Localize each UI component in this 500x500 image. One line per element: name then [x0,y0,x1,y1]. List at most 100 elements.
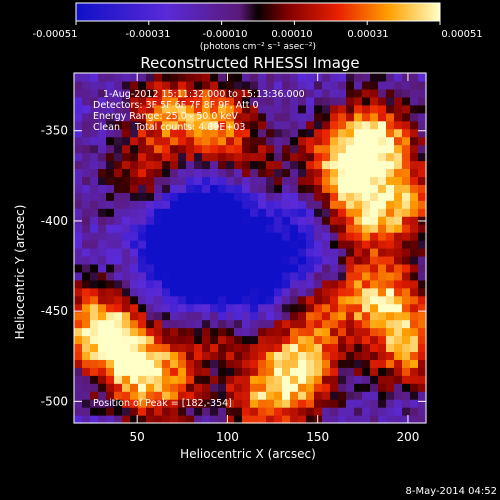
heatmap-cell [266,120,275,130]
heatmap-cell [410,192,419,201]
heatmap-cell [258,271,267,281]
heatmap-cell [106,224,115,233]
heatmap-cell [378,351,387,360]
heatmap-cell [98,128,107,138]
heatmap-cell [138,184,147,193]
heatmap-cell [378,359,387,368]
heatmap-cell [90,144,99,154]
heatmap-cell [106,200,115,209]
heatmap-cell [298,351,307,360]
heatmap-cell [218,287,227,297]
heatmap-cell [258,311,267,321]
heatmap-cell [274,144,283,154]
heatmap-cell [314,248,323,257]
heatmap-cell [226,263,235,273]
heatmap-cell [386,271,395,281]
heatmap-cell [130,224,139,233]
heatmap-cell [218,128,227,138]
heatmap-cell [226,415,235,424]
heatmap-cell [290,168,299,177]
heatmap-cell [386,303,395,313]
heatmap-cell [202,120,211,130]
heatmap-cell [386,248,395,257]
heatmap-cell [82,168,91,177]
heatmap-cell [194,271,203,281]
heatmap-cell [82,128,91,138]
heatmap-cell [258,359,267,368]
heatmap-cell [218,303,227,313]
heatmap-cell [346,120,355,130]
heatmap-cell [410,271,419,281]
heatmap-cell [186,144,195,154]
heatmap-cell [170,200,179,209]
heatmap-cell [410,359,419,368]
heatmap-cell [314,192,323,201]
heatmap-cell [402,255,411,265]
heatmap-cell [298,255,307,265]
heatmap-cell [274,287,283,297]
heatmap-cell [210,255,219,265]
heatmap-cell [378,112,387,122]
heatmap-cell [298,240,307,249]
heatmap-cell [298,279,307,289]
heatmap-cell [122,271,131,281]
heatmap-cell [106,112,115,122]
heatmap-cell [394,287,403,297]
heatmap-cell [210,327,219,337]
heatmap-cell [282,224,291,233]
heatmap-cell [394,240,403,249]
heatmap-cell [178,176,187,185]
heatmap-cell [154,375,163,384]
heatmap-cell [266,208,275,217]
heatmap-cell [170,335,179,345]
heatmap-cell [178,407,187,416]
heatmap-cell [282,319,291,329]
heatmap-cell [82,375,91,384]
heatmap-cell [314,383,323,392]
heatmap-cell [98,184,107,193]
heatmap-cell [378,184,387,193]
heatmap-cell [330,168,339,177]
heatmap-cell [362,295,371,305]
heatmap-cell [314,184,323,193]
heatmap-cell [130,96,139,106]
heatmap-cell [386,327,395,337]
heatmap-cell [130,176,139,185]
heatmap-cell [314,271,323,281]
heatmap-cell [258,351,267,360]
heatmap-cell [282,160,291,170]
heatmap-cell [218,351,227,360]
heatmap-cell [386,224,395,233]
heatmap-cell [138,343,147,352]
heatmap-cell [250,391,259,400]
heatmap-cell [98,88,107,98]
heatmap-cell [378,136,387,146]
heatmap-cell [82,144,91,154]
heatmap-cell [394,383,403,392]
heatmap-cell [154,96,163,106]
heatmap-cell [370,168,379,177]
heatmap-cell [250,80,259,90]
heatmap-cell [346,287,355,297]
heatmap-cell [130,232,139,241]
heatmap-cell [178,295,187,305]
heatmap-cell [146,208,155,217]
heatmap-cell [122,136,131,146]
heatmap-cell [410,367,419,376]
heatmap-cell [98,168,107,177]
heatmap-cell [242,96,251,106]
heatmap-cell [266,271,275,281]
heatmap-cell [402,303,411,313]
heatmap-cell [394,359,403,368]
heatmap-cell [98,112,107,122]
heatmap-cell [210,88,219,98]
heatmap-cell [250,168,259,177]
heatmap-cell [162,319,171,329]
heatmap-cell [274,319,283,329]
heatmap-cell [82,232,91,241]
heatmap-cell [402,391,411,400]
heatmap-cell [90,208,99,217]
heatmap-cell [330,295,339,305]
heatmap-cell [90,96,99,106]
heatmap-cell [274,367,283,376]
